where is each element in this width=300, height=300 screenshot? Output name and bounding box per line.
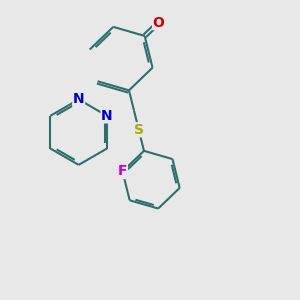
Text: O: O — [153, 16, 165, 29]
Text: S: S — [134, 123, 144, 137]
Text: F: F — [118, 164, 127, 178]
Text: N: N — [101, 109, 113, 123]
Text: N: N — [73, 92, 85, 106]
